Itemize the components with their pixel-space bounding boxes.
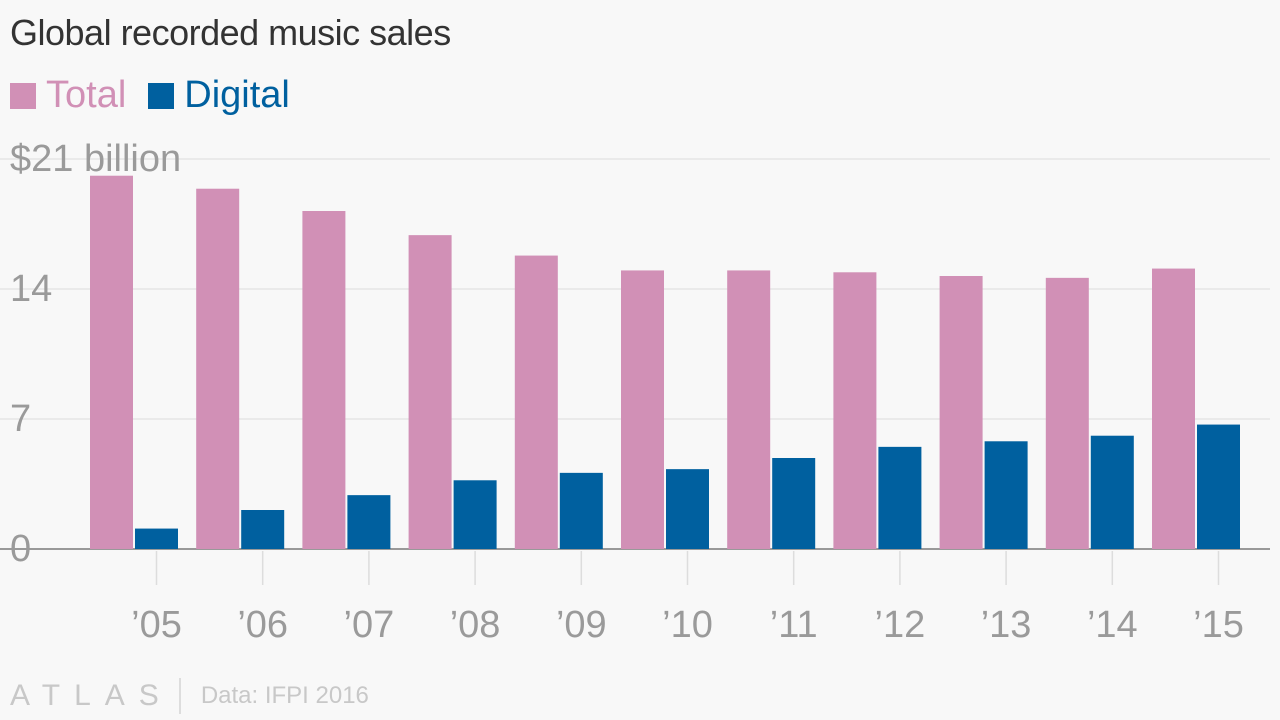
bar-total xyxy=(514,255,558,550)
legend-item-total: Total xyxy=(10,74,126,117)
y-tick-label: 0 xyxy=(10,528,31,570)
x-tick-label: ’15 xyxy=(1193,604,1244,646)
x-tick-label: ’07 xyxy=(344,604,395,646)
chart-title: Global recorded music sales xyxy=(10,12,451,53)
x-tick-label: ’11 xyxy=(770,604,818,646)
legend-swatch-digital xyxy=(148,82,175,109)
y-tick-label: 7 xyxy=(10,398,31,440)
bar-digital xyxy=(666,469,709,549)
bar-total xyxy=(1045,277,1089,549)
legend-label-total: Total xyxy=(46,74,127,116)
legend: Total Digital xyxy=(10,74,312,117)
bar-total xyxy=(90,175,133,549)
bar-total xyxy=(302,211,346,549)
x-tick-label: ’10 xyxy=(662,604,713,646)
legend-item-digital: Digital xyxy=(148,74,290,117)
x-tick-label: ’14 xyxy=(1087,604,1138,646)
y-tick-label: 14 xyxy=(10,268,52,310)
bar-digital xyxy=(1197,424,1240,549)
bar-digital xyxy=(453,480,497,549)
bar-digital xyxy=(241,510,285,549)
y-tick-label: $21 billion xyxy=(10,138,181,180)
legend-swatch-total xyxy=(10,82,36,109)
bar-digital xyxy=(772,458,816,549)
footer: ATLAS Data: IFPI 2016 xyxy=(10,678,369,714)
x-tick-label: ’09 xyxy=(556,604,607,646)
x-tick-label: ’05 xyxy=(131,604,182,646)
bar-digital xyxy=(559,472,603,549)
x-tick-label: ’08 xyxy=(450,604,501,646)
bar-total xyxy=(196,188,240,549)
bar-total xyxy=(727,270,771,549)
source-note: Data: IFPI 2016 xyxy=(200,682,369,709)
footer-separator xyxy=(178,678,181,714)
bar-digital xyxy=(1090,435,1134,549)
bar-total xyxy=(833,272,877,549)
bar-total xyxy=(939,276,983,549)
bar-digital xyxy=(984,441,1028,549)
legend-label-digital: Digital xyxy=(184,74,290,116)
x-tick-label: ’06 xyxy=(237,604,288,646)
brand-logo: ATLAS xyxy=(10,679,173,712)
bar-digital xyxy=(135,528,178,549)
bar-total xyxy=(621,270,664,549)
x-tick-label: ’13 xyxy=(981,604,1032,646)
bar-total xyxy=(1152,268,1195,549)
bar-total xyxy=(408,235,452,549)
x-tick-label: ’12 xyxy=(875,604,926,646)
bar-digital xyxy=(878,446,922,549)
bar-digital xyxy=(347,495,391,549)
